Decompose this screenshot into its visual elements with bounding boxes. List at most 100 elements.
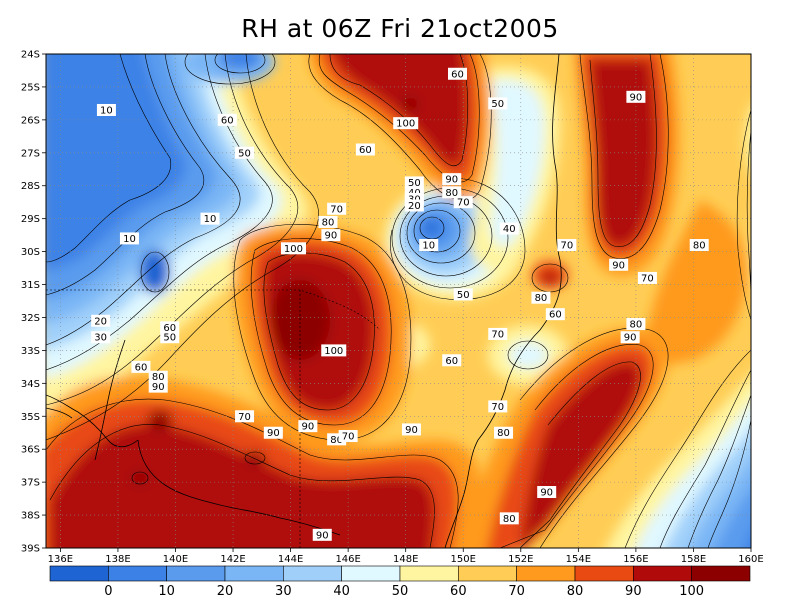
colorbar-label: 20 — [217, 584, 234, 599]
contour-label-box — [148, 370, 168, 383]
contour-label: 70 — [338, 430, 358, 443]
contour-label-text: 70 — [457, 198, 470, 209]
colorbar-label: 100 — [679, 584, 704, 599]
contour-label-text: 50 — [408, 178, 421, 189]
contour-label-box — [609, 258, 629, 271]
colorbar-label: 10 — [158, 584, 175, 599]
contour-label: 70 — [637, 271, 657, 284]
contour-label-box — [96, 103, 116, 116]
contour-label-box — [91, 331, 111, 344]
contour-label: 80 — [494, 426, 514, 439]
contour-label: 60 — [545, 308, 565, 321]
contour-label: 90 — [537, 486, 557, 499]
contour-label-box — [488, 97, 508, 110]
lat-tick-label: 25S — [21, 82, 40, 93]
contour-label-text: 60 — [135, 362, 148, 373]
contour-label-text: 60 — [451, 69, 464, 80]
contour-label-text: 70 — [238, 412, 251, 423]
contour-label: 70 — [327, 202, 347, 215]
contour-label-text: 10 — [100, 105, 113, 116]
contour-label-box — [499, 222, 519, 235]
contour-label: 80 — [689, 239, 709, 252]
contour-label-box — [626, 318, 646, 331]
lon-tick-label: 140E — [163, 554, 188, 565]
colorbar-label: 50 — [392, 584, 409, 599]
longitude-axis: 136E 138E 140E 142E 144E 146E 148E 150E 152E 154E… — [48, 548, 764, 565]
contour-label-box — [637, 271, 657, 284]
contour-label-box — [545, 308, 565, 321]
lat-tick-label: 26S — [21, 115, 40, 126]
lon-tick-label: 150E — [451, 554, 476, 565]
contour-label: 20 — [404, 199, 424, 212]
lat-tick-label: 27S — [21, 148, 40, 159]
contour-label-box — [453, 288, 473, 301]
contour-label-box — [119, 232, 139, 245]
contour-label-box — [160, 331, 180, 344]
contour-label-box — [321, 229, 341, 242]
contour-label: 70 — [488, 327, 508, 340]
colorbar-swatch — [108, 565, 167, 582]
colorbar: 0 10 20 30 40 50 60 70 80 90 100 — [49, 565, 751, 599]
contour-label-box — [537, 486, 557, 499]
lon-tick-label: 152E — [508, 554, 533, 565]
contour-label: 90 — [401, 423, 421, 436]
lon-tick-label: 146E — [335, 554, 360, 565]
contour-label-text: 90 — [267, 428, 280, 439]
lat-tick-label: 24S — [21, 50, 40, 61]
contour-label: 60 — [442, 354, 462, 367]
colorbar-label: 30 — [275, 584, 292, 599]
contour-label: 60 — [447, 67, 467, 80]
contour-label-box — [338, 430, 358, 443]
contour-label-text: 30 — [94, 333, 107, 344]
coastline — [46, 54, 562, 548]
contour-label-box — [200, 212, 220, 225]
contour-label: 30 — [91, 331, 111, 344]
contour-label: 50 — [453, 288, 473, 301]
contour-label-text: 80 — [322, 217, 335, 228]
contour-label-box — [235, 146, 255, 159]
contour-label-text: 60 — [359, 145, 372, 156]
contour-label: 60 — [217, 113, 237, 126]
lat-tick-label: 39S — [21, 544, 40, 555]
contour-label-text: 60 — [549, 310, 562, 321]
contour-label-box — [321, 344, 347, 357]
colorbar-swatch — [224, 565, 284, 582]
contour-label-box — [217, 113, 237, 126]
contour-label: 90 — [620, 331, 640, 344]
contour-label-text: 70 — [342, 432, 355, 443]
contour-label: 50 — [235, 146, 255, 159]
contour-label-text: 100 — [396, 119, 415, 130]
colorbar-swatch — [574, 565, 634, 582]
lon-tick-label: 156E — [623, 554, 648, 565]
map-frame — [45, 53, 752, 549]
contour-label-box — [488, 400, 508, 413]
contour-label-box — [91, 314, 111, 327]
contour-labels: 6090501060100506090508040307020701080401… — [91, 67, 709, 541]
lat-tick-label: 32S — [21, 313, 40, 324]
contour-label-text: 50 — [238, 148, 251, 159]
lon-tick-label: 142E — [220, 554, 245, 565]
colorbar-swatch — [166, 565, 226, 582]
colorbar-swatch — [633, 565, 692, 582]
contour-label-box — [235, 410, 255, 423]
contour-label: 80 — [318, 215, 338, 228]
contour-label: 70 — [488, 400, 508, 413]
contour-label-text: 20 — [94, 316, 107, 327]
contour-label-box — [419, 239, 439, 252]
lat-tick-label: 30S — [21, 247, 40, 258]
contour-label: 100 — [393, 117, 419, 130]
contour-label: 10 — [96, 103, 116, 116]
contour-label-text: 90 — [301, 422, 314, 433]
contour-label: 60 — [355, 143, 375, 156]
contour-label-box — [131, 360, 151, 373]
contour-label: 90 — [442, 173, 462, 186]
contour-label: 80 — [531, 291, 551, 304]
lat-tick-label: 36S — [21, 445, 40, 456]
rh-filled-field — [46, 54, 751, 548]
contour-label: 40 — [499, 222, 519, 235]
contour-label-text: 100 — [324, 346, 343, 357]
contour-label: 100 — [321, 344, 347, 357]
contour-label-text: 70 — [330, 204, 343, 215]
lon-tick-label: 158E — [681, 554, 706, 565]
